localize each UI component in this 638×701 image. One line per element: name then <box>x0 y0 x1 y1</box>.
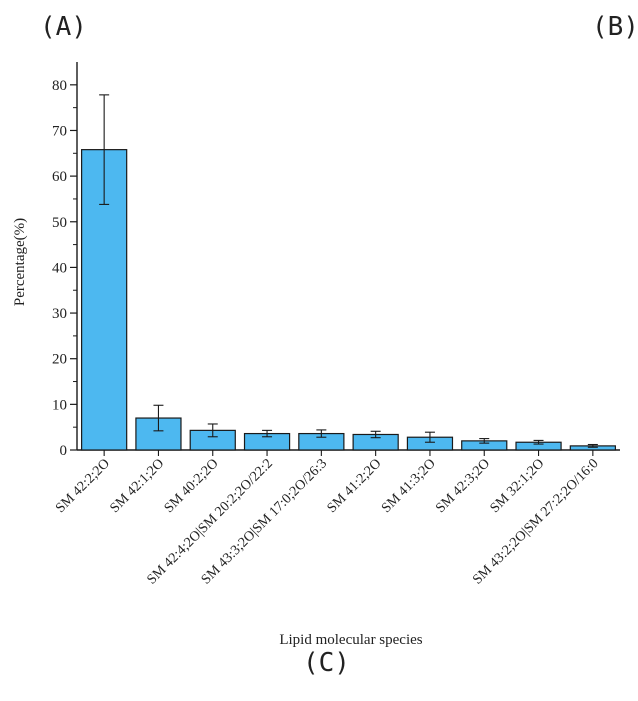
y-tick-label: 60 <box>52 169 67 185</box>
y-tick-label: 70 <box>52 123 67 139</box>
panel-label-a: (A) <box>40 12 87 42</box>
x-tick-label: SM 41:3;2O <box>379 456 439 516</box>
x-tick-label: SM 41:2;2O <box>325 456 385 516</box>
y-tick-label: 40 <box>52 260 67 276</box>
x-tick-label: SM 42:1;2O <box>107 456 167 516</box>
x-axis-label: Lipid molecular species <box>279 632 422 648</box>
error-bars <box>99 94 598 448</box>
x-tick-label: SM 32:1;2O <box>488 456 548 516</box>
x-tick-label: SM 40:2;2O <box>162 456 222 516</box>
panel-label-c: (C) <box>303 648 350 678</box>
panel-label-b: (B) <box>592 12 638 42</box>
y-tick-label: 50 <box>52 215 67 231</box>
y-tick-label: 20 <box>52 352 67 368</box>
x-axis <box>77 449 620 456</box>
y-axis: 0 10 20 30 40 50 60 70 80 <box>52 62 78 459</box>
y-tick-label: 30 <box>52 306 67 322</box>
y-tick-label: 10 <box>52 397 67 413</box>
y-axis-label: Percentage(%) <box>12 218 28 306</box>
x-tick-label: SM 42:3;2O <box>433 456 493 516</box>
x-tick-label: SM 42:2;2O <box>53 456 113 516</box>
y-tick-label: 0 <box>60 443 68 459</box>
y-tick-label: 80 <box>52 78 67 94</box>
